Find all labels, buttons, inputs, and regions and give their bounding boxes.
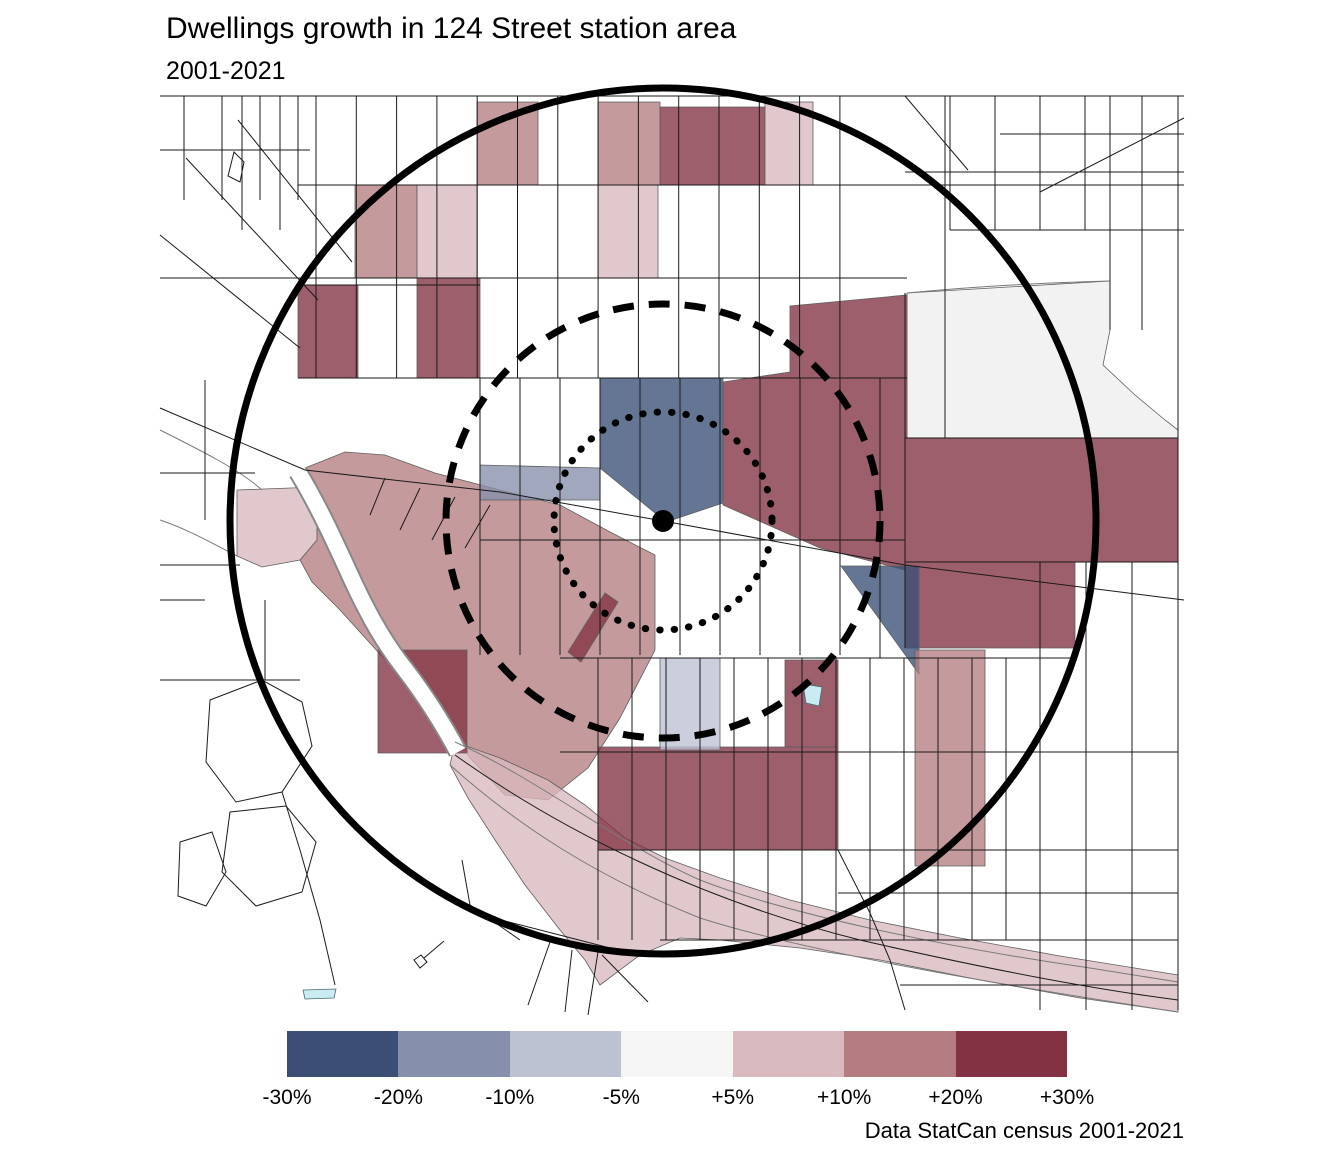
legend-tick-label: -10%: [485, 1086, 535, 1109]
street-path: [837, 849, 906, 1011]
legend-tick-label: -5%: [602, 1086, 640, 1109]
census-region-blue-wing: [479, 464, 601, 501]
legend-swatch-+20% to +30%: [955, 1031, 1067, 1077]
street-path: [399, 487, 421, 531]
street-path: [177, 831, 227, 907]
street-path: [431, 496, 456, 541]
water-sw-pond: [302, 988, 337, 1000]
street-path: [159, 234, 301, 349]
walkshed-circle-middle: [442, 300, 884, 742]
census-region-row2-strip-1: [354, 184, 418, 279]
street-path: [587, 951, 599, 1016]
station-marker: [652, 510, 674, 532]
street-path: [601, 954, 649, 1003]
street-path: [423, 940, 445, 959]
data-source-caption: Data StatCan census 2001-2021: [864, 1118, 1184, 1143]
census-region-row3-block-1: [297, 284, 359, 379]
street-path: [527, 941, 551, 1006]
legend-swatch--30% to -20%: [287, 1031, 399, 1077]
census-region-ne-grey-tract: [906, 280, 1179, 439]
street-path: [454, 754, 1179, 1001]
walkshed-circle-inner: [550, 408, 776, 634]
street-path: [904, 95, 969, 171]
census-region-row2-strip-2: [416, 184, 478, 279]
street-path: [185, 157, 319, 301]
street-path: [369, 477, 386, 516]
street-path: [564, 949, 573, 1013]
page-title: Dwellings growth in 124 Street station a…: [166, 12, 737, 45]
street-path: [159, 407, 1185, 601]
legend-tick-label: +10%: [816, 1086, 872, 1109]
census-region-row2-strip-3: [597, 184, 659, 279]
legend-swatch--5% to +5%: [621, 1031, 733, 1077]
page-subtitle: 2001-2021: [166, 57, 286, 85]
legend-tick-label: +5%: [711, 1086, 755, 1109]
street-path: [1039, 117, 1185, 193]
contour-line: [906, 280, 1111, 294]
street-path: [227, 151, 245, 183]
contour-line: [159, 429, 263, 491]
water-pond: [802, 683, 823, 707]
legend-tick-label: -20%: [373, 1086, 423, 1109]
legend-swatch--20% to -10%: [398, 1031, 510, 1077]
legend-swatch--10% to -5%: [509, 1031, 622, 1077]
legend-tick-label: +30%: [1039, 1086, 1095, 1109]
legend-tick-label: -30%: [262, 1086, 312, 1109]
street-path: [413, 954, 428, 969]
street-path: [281, 791, 336, 986]
walkshed-circle-outer: [226, 84, 1100, 958]
census-region-row3-block-2: [416, 277, 481, 379]
contour-line: [159, 519, 238, 557]
census-region-centre-blue: [599, 377, 724, 523]
legend-tick-label: +20%: [928, 1086, 983, 1109]
contour-line: [454, 741, 1179, 983]
street-path: [464, 504, 491, 549]
legend-swatch-+5% to +10%: [732, 1031, 845, 1077]
contour-line: [449, 764, 1179, 1013]
legend-colorbar: [287, 1031, 1067, 1077]
ravine: [291, 467, 466, 756]
street-path: [205, 679, 313, 803]
census-region-south-rose-strip: [914, 649, 986, 867]
legend-swatch-+10% to +20%: [844, 1031, 956, 1077]
census-region-north-strip-2: [597, 101, 661, 186]
census-region-north-block-dark: [659, 106, 766, 186]
